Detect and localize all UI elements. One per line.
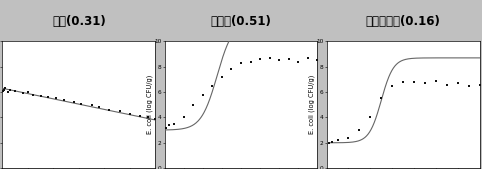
Point <box>37 95 44 97</box>
Y-axis label: E. coli (log CFU/g): E. coli (log CFU/g) <box>146 75 153 135</box>
Point <box>388 84 396 87</box>
Point <box>44 96 52 99</box>
Point <box>465 84 472 87</box>
Point <box>356 129 363 131</box>
Point <box>443 83 451 86</box>
Point <box>410 81 418 83</box>
Point <box>180 116 187 119</box>
Point <box>70 101 78 104</box>
Point <box>6 88 14 91</box>
Point <box>476 83 482 86</box>
Point <box>136 115 144 118</box>
Point <box>228 68 235 71</box>
Point <box>52 97 60 100</box>
Point <box>325 141 333 144</box>
Point <box>399 81 407 83</box>
Point <box>162 126 170 129</box>
Point <box>170 122 178 125</box>
Point <box>218 76 226 78</box>
Point <box>95 106 103 109</box>
Point <box>304 56 312 59</box>
Point <box>0 88 8 91</box>
Point <box>256 58 264 61</box>
Point <box>1 87 9 90</box>
Point <box>199 93 207 96</box>
Point <box>189 103 197 106</box>
Point <box>126 112 134 115</box>
Point <box>0 90 7 92</box>
Point <box>366 116 374 119</box>
Point <box>454 82 462 84</box>
Point <box>237 62 245 64</box>
Point <box>88 103 95 106</box>
Point <box>209 84 216 87</box>
Point <box>60 98 67 101</box>
Point <box>432 79 440 82</box>
Point <box>116 110 123 113</box>
Point <box>144 116 151 119</box>
Point <box>275 59 283 62</box>
Text: 햄버거패티(0.16): 햄버거패티(0.16) <box>366 15 441 28</box>
Point <box>29 93 37 96</box>
Text: 소고기(0.51): 소고기(0.51) <box>211 15 271 28</box>
Point <box>106 108 113 111</box>
Text: 생햄(0.31): 생햄(0.31) <box>52 15 106 28</box>
Point <box>19 92 27 95</box>
Point <box>328 140 336 143</box>
Point <box>314 59 321 62</box>
Point <box>78 102 85 105</box>
Point <box>4 91 12 93</box>
Point <box>247 60 254 63</box>
Point <box>24 91 32 93</box>
Point <box>295 60 302 63</box>
Point <box>334 139 341 142</box>
Point <box>266 56 273 59</box>
Point <box>165 124 173 126</box>
Point <box>421 82 429 84</box>
Point <box>151 117 159 120</box>
Point <box>345 136 352 139</box>
Y-axis label: E. coli (log CFU/g): E. coli (log CFU/g) <box>308 75 315 135</box>
Point <box>285 58 293 61</box>
Point <box>377 97 385 100</box>
Point <box>11 90 19 92</box>
